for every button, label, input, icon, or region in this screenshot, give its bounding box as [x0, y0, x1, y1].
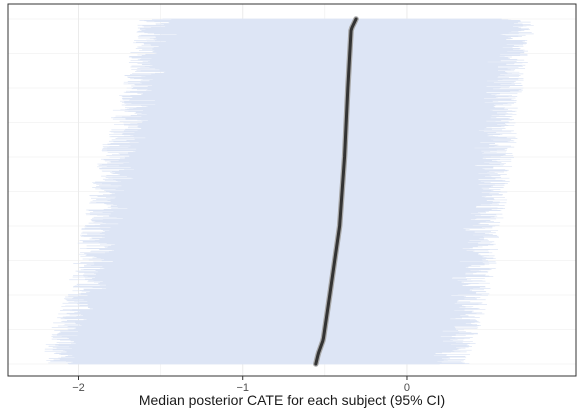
panel-border — [7, 3, 577, 377]
median-line — [313, 16, 359, 367]
x-tick-label: −2 — [72, 382, 85, 394]
x-axis-ticks: −2 −1 0 — [72, 376, 410, 394]
ci-intervals — [44, 18, 534, 365]
ci-interval-segments — [44, 18, 534, 365]
x-tick-label: 0 — [404, 382, 410, 394]
median-line-path — [314, 17, 358, 366]
x-axis-title: Median posterior CATE for each subject (… — [139, 392, 445, 408]
x-tick-label: −1 — [236, 382, 249, 394]
